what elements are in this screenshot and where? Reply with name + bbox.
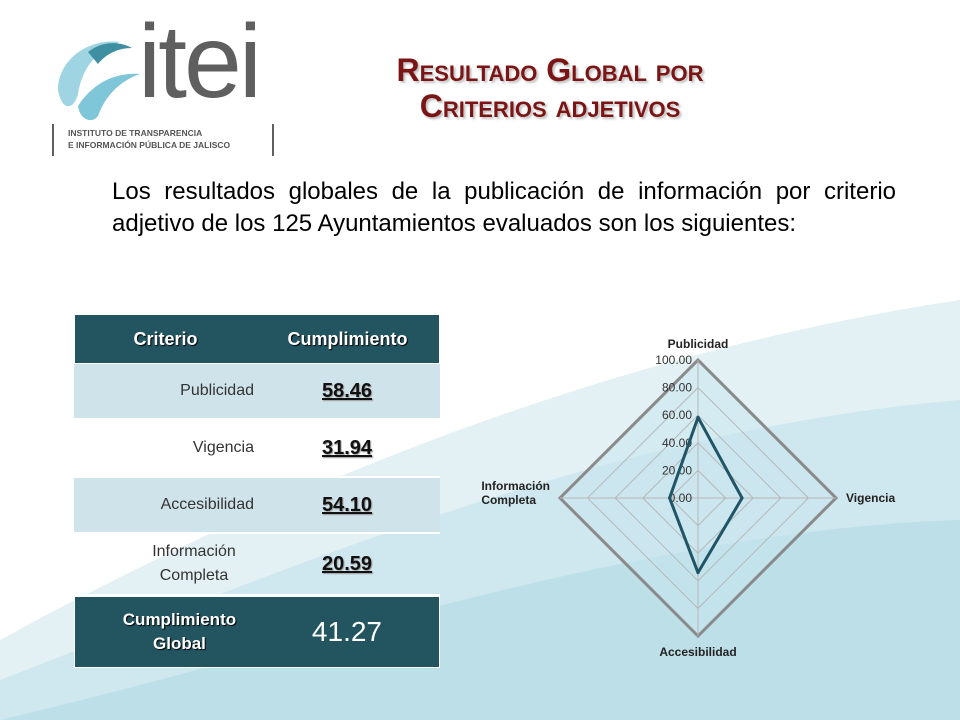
results-table: Criterio Cumplimiento Publicidad 58.46 V… [74,314,440,668]
table-row: Información Completa 20.59 [74,534,440,596]
row-criterio: Vigencia [192,439,254,456]
logo-caption: INSTITUTO DE TRANSPARENCIA E INFORMACIÓN… [52,124,274,156]
table-row: Vigencia 31.94 [74,420,440,478]
radar-data-point [740,496,744,500]
row-criterio: Información Completa [152,543,236,584]
logo-caption-line1: INSTITUTO DE TRANSPARENCIA [68,128,203,138]
header-criterio: Criterio [133,328,198,349]
table-header-row: Criterio Cumplimiento [74,314,440,364]
radar-data-point [696,571,700,575]
header-cumplimiento: Cumplimiento [287,328,408,349]
page-title: Resultado Global por Criterios adjetivos [360,52,740,124]
row-valor: 54.10 [322,493,373,516]
radar-tick-label: 0.00 [669,491,693,505]
table-row: Accesibilidad 54.10 [74,478,440,534]
radar-axis-label: Publicidad [668,337,729,351]
row-valor: 58.46 [322,379,373,402]
radar-axis-label: Accesibilidad [659,645,736,659]
radar-data-point [696,415,700,419]
radar-data-point [668,496,672,500]
table-total-row: Cumplimiento Global 41.27 [74,596,440,668]
radar-tick-label: 100.00 [655,353,692,367]
table-row: Publicidad 58.46 [74,364,440,420]
radar-chart: 0.00 20.00 40.00 60.00 80.00 100.00 Publicidad… [481,337,895,659]
total-label: Cumplimiento Global [122,610,237,653]
total-valor: 41.27 [311,616,382,647]
page-title-line2: Criterios adjetivos [419,88,681,124]
logo-swoosh-icon [58,41,140,121]
logo-wordmark: itei [138,4,262,120]
radar-axis-label: Información Completa [481,479,550,507]
radar-tick-label: 60.00 [662,408,692,422]
radar-axis-label-line: Completa [481,493,536,507]
row-valor: 20.59 [322,552,373,575]
logo-caption-line2: E INFORMACIÓN PÚBLICA DE JALISCO [68,140,231,150]
row-criterio: Accesibilidad [160,496,254,513]
radar-tick-label: 40.00 [662,436,692,450]
intro-paragraph: Los resultados globales de la publicació… [112,178,896,237]
row-valor: 31.94 [322,436,373,459]
radar-axis-label: Vigencia [846,491,895,505]
radar-axis-label-line: Información [481,479,550,493]
page-title-line1: Resultado Global por [396,52,704,88]
itei-logo: itei INSTITUTO DE TRANSPARENCIA E INFORM… [40,10,280,168]
radar-tick-label: 20.00 [662,463,692,477]
radar-tick-label: 80.00 [662,381,692,395]
row-criterio: Publicidad [180,382,254,399]
